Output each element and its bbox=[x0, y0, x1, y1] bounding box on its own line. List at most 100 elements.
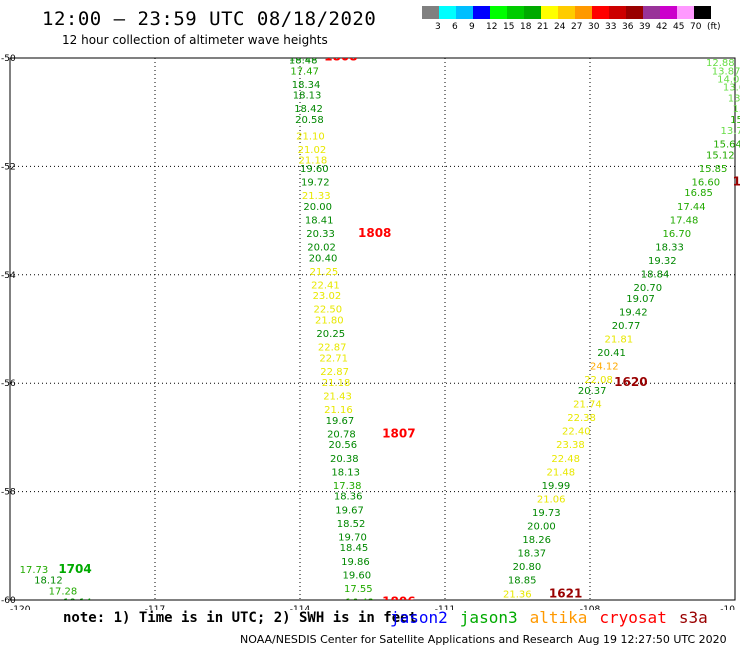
wave-height-point: 17.55 bbox=[344, 584, 373, 595]
satellite-altika: altika bbox=[529, 608, 588, 627]
chart-title: 12:00 — 23:59 UTC 08/18/2020 bbox=[42, 8, 377, 30]
wave-height-point: 22.40 bbox=[562, 427, 591, 438]
wave-height-point: 22.71 bbox=[319, 354, 348, 365]
wave-height-point: 17.44 bbox=[677, 202, 706, 213]
legend-swatch bbox=[439, 6, 456, 19]
wave-height-point: 19.67 bbox=[335, 505, 364, 516]
wave-height-point: 23.02 bbox=[313, 291, 342, 302]
wave-height-point: 12.83 bbox=[701, 50, 730, 61]
y-tick-label: -60 bbox=[1, 596, 16, 606]
wave-height-point: 21.25 bbox=[310, 267, 339, 278]
y-tick-label: -58 bbox=[1, 488, 16, 498]
wave-height-point: 16.85 bbox=[684, 188, 713, 199]
wave-height-point: 21.74 bbox=[573, 400, 602, 411]
wave-height-point: 19.72 bbox=[301, 177, 330, 188]
wave-height-point: 18.26 bbox=[522, 535, 551, 546]
wave-height-point: 16.70 bbox=[663, 229, 692, 240]
time-label: 1704 bbox=[58, 562, 91, 576]
wave-height-point: 18.33 bbox=[655, 242, 684, 253]
wave-height-point: 20.41 bbox=[597, 348, 626, 359]
time-label: 1806 bbox=[382, 594, 415, 608]
wave-height-point: 20.33 bbox=[306, 229, 335, 240]
wave-height-point: 21.16 bbox=[324, 405, 353, 416]
wave-height-point: 13.87 bbox=[712, 66, 740, 77]
legend-label: 39 bbox=[639, 22, 651, 32]
wave-height-point: 19.60 bbox=[300, 164, 329, 175]
satellite-cryosat: cryosat bbox=[599, 608, 667, 627]
wave-height-point: 20.02 bbox=[307, 242, 336, 253]
wave-height-point: 22.50 bbox=[314, 305, 343, 316]
wave-height-point: 18.37 bbox=[518, 549, 547, 560]
legend-label: 30 bbox=[588, 22, 600, 32]
x-tick-label: -108 bbox=[580, 605, 601, 610]
wave-height-point: 19.67 bbox=[326, 416, 355, 427]
wave-height-point: 19.60 bbox=[343, 570, 372, 581]
wave-height-point: 15.85 bbox=[699, 164, 728, 175]
wave-height-point: 20.80 bbox=[513, 562, 542, 573]
timestamp: Aug 19 12:27:50 UTC 2020 bbox=[578, 633, 727, 646]
wave-height-point: 20.00 bbox=[527, 522, 556, 533]
wave-height-point: 15.64 bbox=[713, 139, 740, 150]
legend-label: 45 bbox=[673, 22, 685, 32]
wave-height-point: 17.38 bbox=[333, 481, 362, 492]
plot-frame bbox=[9, 57, 736, 601]
wave-height-point: 18.42 bbox=[294, 104, 323, 115]
legend-label: (ft) bbox=[707, 22, 721, 32]
y-tick-label: -50 bbox=[1, 54, 16, 64]
wave-height-point: 17.73 bbox=[20, 565, 49, 576]
wave-height-point: 14.05 bbox=[717, 74, 740, 85]
wave-height-point: 19.42 bbox=[619, 307, 648, 318]
wave-height-point: 21.43 bbox=[323, 391, 352, 402]
legend-label: 15 bbox=[503, 22, 515, 32]
time-label: 1807 bbox=[382, 426, 415, 440]
wave-height-point: 12.88 bbox=[706, 58, 735, 69]
wave-height-point: 18.13 bbox=[293, 91, 322, 102]
legend-swatch bbox=[490, 6, 507, 19]
wave-height-point: 21.33 bbox=[302, 191, 331, 202]
wave-height-point: 20.38 bbox=[330, 454, 359, 465]
wave-height-point: 22.38 bbox=[567, 413, 596, 424]
legend-label: 27 bbox=[571, 22, 583, 32]
wave-height-point: 21.80 bbox=[315, 316, 344, 327]
legend-label: 12 bbox=[486, 22, 498, 32]
time-label: 16 bbox=[733, 174, 740, 188]
time-label: 1620 bbox=[614, 375, 647, 389]
time-label: 1808 bbox=[324, 50, 357, 64]
y-tick-label: -52 bbox=[1, 162, 16, 172]
wave-height-point: 16.43 bbox=[345, 597, 374, 608]
wave-height-chart: -120 -117 -114 -111 -108 -10 -50 -52 -54 -56 -58 -6… bbox=[1, 50, 740, 610]
satellite-jason2: jason2 bbox=[390, 608, 448, 627]
legend-swatch bbox=[456, 6, 473, 19]
satellite-jason3: jason3 bbox=[459, 608, 518, 627]
wave-height-point: 19.32 bbox=[648, 256, 677, 267]
wave-height-point: 16.60 bbox=[692, 177, 721, 188]
wave-height-point: 21.48 bbox=[547, 467, 576, 478]
wave-height-point: 18.52 bbox=[337, 519, 366, 530]
wave-height-point: 18.36 bbox=[334, 492, 363, 503]
wave-height-point: 17.48 bbox=[670, 215, 699, 226]
wave-height-point: 18.12 bbox=[34, 576, 63, 587]
wave-height-point: 20.00 bbox=[303, 202, 332, 213]
wave-height-point: 21.18 bbox=[322, 378, 351, 389]
wave-height-point: 21.36 bbox=[503, 589, 532, 600]
wave-height-point: 21.02 bbox=[298, 145, 327, 156]
data-layer: 18.2518.4817.4718.3418.1318.4220.5821.10… bbox=[20, 50, 740, 608]
time-label: 1808 bbox=[358, 226, 391, 240]
legend-label: 6 bbox=[452, 22, 458, 32]
legend-swatch bbox=[541, 6, 558, 19]
legend-label: 42 bbox=[656, 22, 668, 32]
y-tick-label: -56 bbox=[1, 379, 16, 389]
wave-height-point: 18.25 bbox=[289, 53, 318, 64]
wave-height-point: 13.72 bbox=[721, 126, 740, 137]
wave-height-point: 18.14 bbox=[63, 597, 92, 608]
wave-height-point: 22.41 bbox=[311, 280, 340, 291]
wave-height-point: 19.99 bbox=[542, 481, 571, 492]
legend-swatch bbox=[609, 6, 626, 19]
legend-swatch bbox=[677, 6, 694, 19]
wave-height-point: 17.28 bbox=[49, 587, 78, 598]
wave-height-point: 20.77 bbox=[612, 321, 641, 332]
satellite-s3a: s3a bbox=[678, 608, 708, 627]
wave-height-point: 20.56 bbox=[329, 440, 358, 451]
wave-height-point: 23.38 bbox=[556, 440, 585, 451]
wave-height-point: 21.10 bbox=[296, 131, 325, 142]
